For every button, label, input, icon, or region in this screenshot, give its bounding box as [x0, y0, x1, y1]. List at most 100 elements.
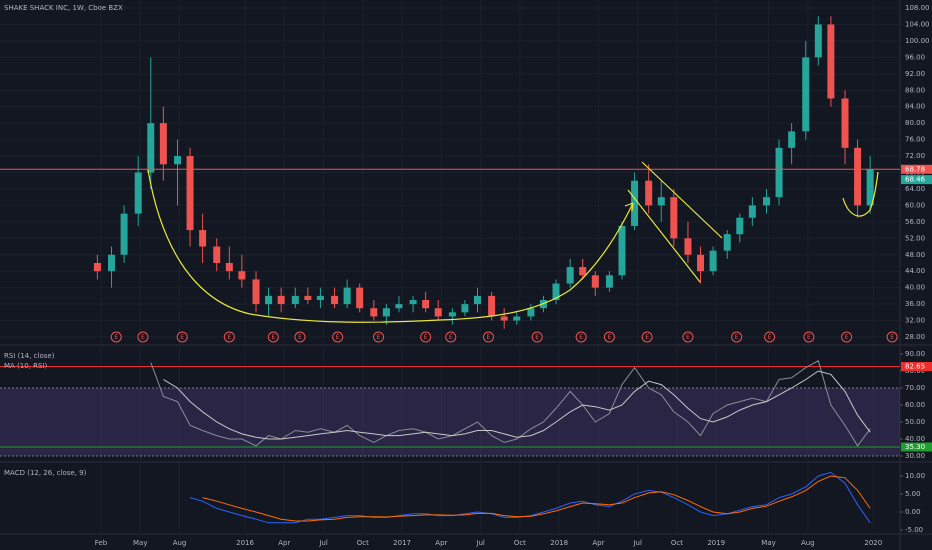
earnings-marker: [110, 331, 122, 343]
y-tick-label: 28.00: [905, 333, 925, 341]
y-tick-label: 80.00: [905, 367, 925, 375]
earnings-marker: [886, 331, 898, 343]
y-tick-label: -5.00: [905, 526, 923, 534]
candle-body: [213, 246, 221, 263]
candle-body: [277, 295, 285, 305]
earnings-label: E: [807, 334, 811, 341]
channel-line: [641, 161, 723, 239]
candle-body: [434, 308, 442, 317]
earnings-marker: [731, 331, 743, 343]
candle-body: [670, 197, 678, 239]
plot: [0, 16, 900, 524]
candle-body: [134, 172, 142, 214]
earnings-marker: [294, 331, 306, 343]
candle-body: [147, 123, 155, 173]
level-tag-label: 35.30: [905, 443, 925, 451]
earnings-marker: [420, 331, 432, 343]
y-tick-label: 44.00: [905, 267, 925, 275]
candle-body: [108, 254, 116, 272]
level-tag: [901, 442, 932, 452]
earnings-label: E: [535, 334, 539, 341]
candle-body: [748, 205, 756, 218]
y-tick-label: 40.00: [905, 284, 925, 292]
earnings-label: E: [114, 334, 118, 341]
x-tick-label: Apr: [278, 539, 290, 547]
level-tag: [901, 361, 932, 371]
earnings-label: E: [377, 334, 381, 341]
candle-body: [265, 295, 273, 305]
earnings-marker: [176, 331, 188, 343]
x-tick-label: Jul: [318, 539, 328, 547]
candle-body: [618, 225, 626, 276]
candle-body: [854, 147, 862, 206]
candle-body: [461, 304, 469, 313]
candle-body: [723, 234, 731, 251]
cup-drawing: [147, 169, 634, 323]
candle-body: [500, 316, 508, 321]
earnings-marker: [332, 331, 344, 343]
candle-body: [605, 275, 613, 288]
earnings-label: E: [271, 334, 275, 341]
price-tag-label: 68.78: [905, 165, 925, 173]
candle-body: [448, 312, 456, 317]
y-tick-label: 88.00: [905, 86, 925, 94]
candle-body: [645, 180, 653, 206]
earnings-label: E: [579, 334, 583, 341]
y-tick-label: 70.00: [905, 384, 925, 392]
candle-body: [159, 123, 167, 165]
handle-drawing: [842, 171, 879, 217]
earnings-marker: [482, 331, 494, 343]
candle-body: [356, 287, 364, 309]
y-tick-label: 60.00: [905, 401, 925, 409]
y-tick-label: 108.00: [905, 4, 930, 12]
candle-body: [841, 98, 849, 148]
x-tick-label: 2016: [236, 539, 254, 547]
earnings-label: E: [845, 334, 849, 341]
candle-body: [513, 316, 521, 321]
x-tick-label: 2017: [393, 539, 411, 547]
earnings-marker: [137, 331, 149, 343]
channel-line: [627, 189, 701, 283]
indicator-title: RSI (14, close): [4, 352, 55, 360]
earnings-label: E: [141, 334, 145, 341]
earnings-label: E: [487, 334, 491, 341]
level-tag-label: 82.65: [905, 362, 925, 370]
y-tick-label: 84.00: [905, 103, 925, 111]
candle-body: [173, 156, 181, 165]
y-tick-label: 104.00: [905, 20, 930, 28]
y-tick-label: 0.00: [905, 508, 921, 516]
y-tick-label: 72.00: [905, 152, 925, 160]
candle-body: [788, 131, 796, 148]
y-tick-label: 5.00: [905, 490, 921, 498]
earnings-marker: [267, 331, 279, 343]
earnings-marker: [603, 331, 615, 343]
earnings-label: E: [608, 334, 612, 341]
indicator-title: MA (10, RSI): [4, 362, 48, 370]
candle-body: [395, 304, 403, 309]
earnings-marker: [682, 331, 694, 343]
y-tick-label: 40.00: [905, 435, 925, 443]
earnings-label: E: [735, 334, 739, 341]
x-tick-label: 2018: [550, 539, 568, 547]
earnings-marker: [531, 331, 543, 343]
earnings-label: E: [449, 334, 453, 341]
candle-body: [762, 197, 770, 206]
x-tick-label: May: [761, 539, 775, 547]
candle-body: [343, 287, 351, 305]
x-tick-label: Aug: [801, 539, 815, 547]
y-tick-label: 36.00: [905, 300, 925, 308]
candle-body: [866, 169, 874, 206]
price-tag-label: 68.46: [905, 176, 926, 184]
earnings-marker: [575, 331, 587, 343]
candle-body: [291, 295, 299, 305]
arrow-head: [624, 202, 634, 212]
indicator-title: MACD (12, 26, close, 9): [4, 469, 87, 477]
y-tick-label: 96.00: [905, 53, 925, 61]
candle-body: [409, 299, 417, 305]
candle-body: [304, 295, 312, 300]
candle-body: [709, 250, 717, 272]
earnings-label: E: [227, 334, 231, 341]
candle-body: [238, 271, 246, 280]
y-tick-label: 76.00: [905, 136, 925, 144]
candle-body: [252, 279, 260, 305]
